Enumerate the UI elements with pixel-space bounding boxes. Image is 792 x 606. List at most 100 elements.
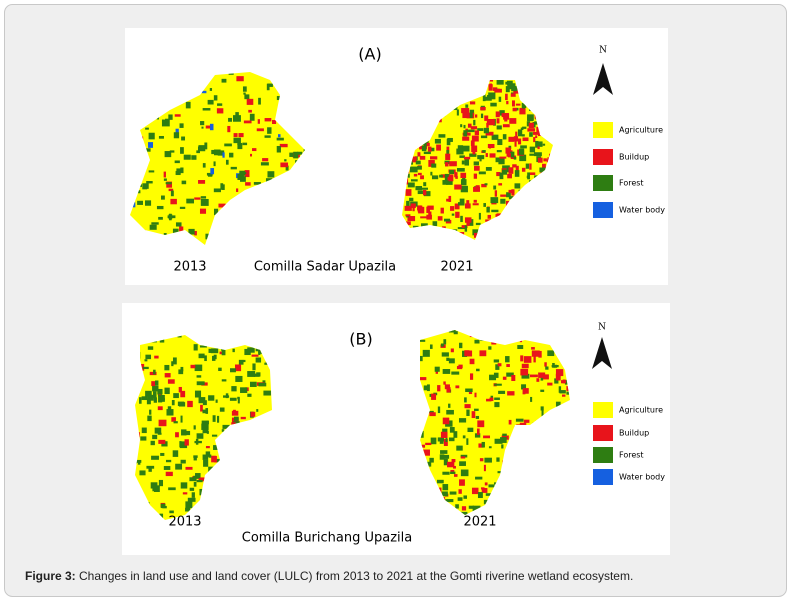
map-patch <box>448 403 451 408</box>
map-patch <box>480 106 486 111</box>
area-label: Comilla Burichang Upazila <box>242 531 412 546</box>
map-patch <box>470 140 475 146</box>
map-patch <box>198 353 205 359</box>
map-patch <box>455 385 460 389</box>
map-patch <box>499 156 507 159</box>
map-patch <box>158 439 166 444</box>
map-patch <box>230 368 236 373</box>
map-patch <box>163 466 171 470</box>
map-patch <box>430 437 437 445</box>
map-patch <box>434 138 441 144</box>
map-patch <box>505 93 508 101</box>
map-patch <box>417 165 422 170</box>
map-patch <box>467 350 473 357</box>
map-patch <box>464 159 470 166</box>
map-patch <box>147 415 152 422</box>
map-patch <box>449 491 457 495</box>
map-patch <box>169 510 174 514</box>
map-patch <box>472 229 479 236</box>
map-patch <box>473 173 478 179</box>
map-patch <box>202 400 207 406</box>
map-patch <box>472 203 479 206</box>
map-patch <box>446 409 454 415</box>
map-patch <box>418 206 425 214</box>
map-patch <box>189 477 197 482</box>
map-patch <box>212 415 216 422</box>
map-patch <box>442 417 450 425</box>
map-patch <box>233 115 241 122</box>
map-patch <box>523 356 532 363</box>
map-patch <box>165 459 172 463</box>
map-patch <box>528 122 534 129</box>
map-patch <box>205 451 211 457</box>
map-patch <box>152 434 158 440</box>
map-patch <box>189 487 195 491</box>
map-patch <box>444 218 451 222</box>
map-patch <box>244 170 250 178</box>
map-patch <box>250 411 256 417</box>
map-patch <box>446 138 451 146</box>
map-patch <box>229 152 234 158</box>
map-patch <box>460 185 468 193</box>
map-patch <box>193 456 197 461</box>
map-patch <box>529 153 536 156</box>
map-patch <box>213 188 221 193</box>
map-patch <box>479 159 482 162</box>
map-patch <box>561 394 566 397</box>
map-patch <box>509 118 517 124</box>
map-patch <box>157 432 162 435</box>
map-patch <box>501 444 504 449</box>
map-patch <box>506 192 511 198</box>
map-patch <box>266 83 270 91</box>
map-patch <box>146 398 151 405</box>
map-patch <box>148 467 152 472</box>
map-patch <box>196 381 205 386</box>
map-patch <box>169 150 175 153</box>
map-patch <box>139 397 142 404</box>
map-patch <box>258 97 261 105</box>
map-patch <box>505 81 508 85</box>
map-patch <box>519 422 527 426</box>
map-patch <box>474 339 480 344</box>
map-patch <box>405 189 412 196</box>
map-patch <box>180 459 186 464</box>
map-patch <box>201 420 209 426</box>
north-label: N <box>598 323 606 333</box>
map-patch <box>167 379 175 384</box>
map-patch <box>219 351 223 355</box>
map-patch <box>249 381 257 387</box>
map-patch <box>521 167 526 172</box>
map-patch <box>446 387 451 393</box>
map-patch <box>489 153 496 158</box>
map-patch <box>497 139 503 146</box>
map-patch <box>208 395 215 401</box>
map-patch <box>417 152 421 157</box>
map-patch <box>213 445 219 450</box>
map-patch <box>178 369 184 375</box>
map-patch <box>267 127 272 134</box>
map-patch <box>502 376 507 380</box>
map-patch <box>545 366 549 370</box>
map-patch <box>243 92 246 95</box>
map-patch <box>480 113 484 119</box>
map-patch <box>513 85 518 91</box>
map-patch <box>535 141 543 147</box>
map-patch <box>445 219 452 224</box>
map-patch <box>483 203 487 207</box>
map-patch <box>434 366 440 372</box>
year-label: 2013 <box>168 515 201 530</box>
map-patch <box>536 126 542 134</box>
north-arrow <box>593 63 613 95</box>
map-patch <box>473 186 480 192</box>
map-patch <box>209 123 214 131</box>
map-patch <box>437 437 445 442</box>
map-patch <box>499 172 504 180</box>
map-patch <box>245 182 251 186</box>
map-patch <box>469 101 476 105</box>
map-patch <box>153 485 160 492</box>
map-patch <box>487 214 491 219</box>
map-patch <box>168 188 174 192</box>
map-patch <box>181 180 187 185</box>
map-patch <box>462 136 470 141</box>
map-patch <box>199 208 207 214</box>
